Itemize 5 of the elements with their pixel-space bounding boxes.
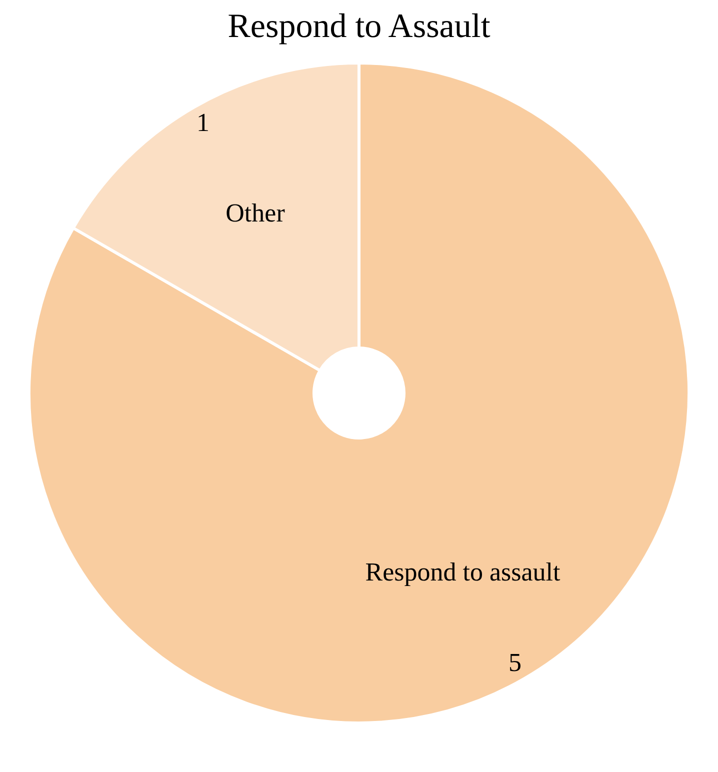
slice-label: Respond to assault bbox=[365, 558, 562, 587]
data-label: 1 bbox=[196, 108, 210, 137]
slice-label: Other bbox=[226, 198, 286, 228]
data-label: 5 bbox=[508, 648, 522, 678]
chart-title: Respond to Assault bbox=[228, 8, 491, 45]
